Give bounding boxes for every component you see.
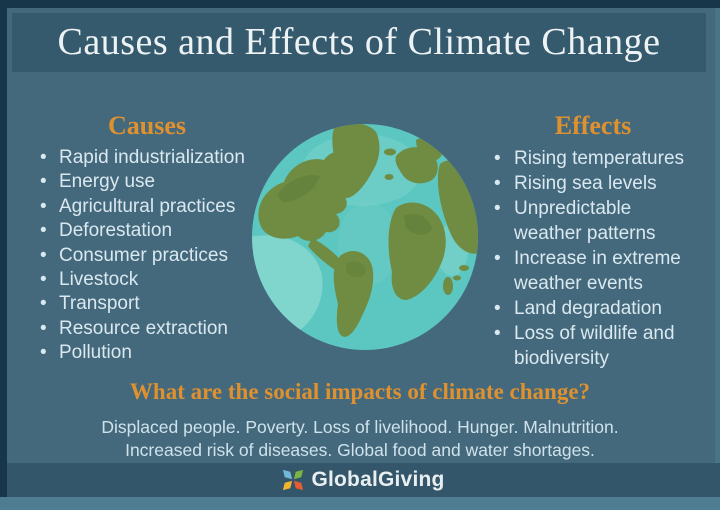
- causes-heading: Causes: [107, 111, 186, 140]
- list-item: • Livestock: [28, 268, 266, 292]
- globalgiving-pinwheel-icon: [282, 469, 304, 491]
- causes-section: Causes • Rapid industrialization • Energy …: [28, 110, 266, 366]
- list-item-label: Rising temperatures: [514, 148, 685, 169]
- bullet-dot: •: [494, 323, 501, 344]
- list-item-label: Deforestation: [59, 220, 173, 242]
- bullet-dot: •: [494, 198, 501, 219]
- list-item: • Resource extraction: [28, 317, 266, 341]
- list-item: • Rising temperatures: [482, 146, 704, 171]
- list-item-label: Unpredictable weather patterns: [514, 198, 656, 244]
- social-impacts-text: Displaced people. Poverty. Loss of livel…: [0, 416, 720, 462]
- footer-band: GlobalGiving: [7, 463, 720, 497]
- list-item: • Pollution: [28, 341, 266, 365]
- impacts-line-1: Displaced people. Poverty. Loss of livel…: [101, 417, 619, 437]
- list-item-label: Pollution: [59, 342, 132, 364]
- brand-name: GlobalGiving: [311, 468, 445, 491]
- frame-top-border: [0, 0, 720, 8]
- bullet-dot: •: [40, 269, 47, 291]
- list-item: • Deforestation: [28, 219, 266, 243]
- list-item-label: Livestock: [59, 269, 139, 291]
- list-item: • Transport: [28, 292, 266, 316]
- list-item: • Unpredictable weather patterns: [482, 196, 704, 246]
- list-item-label: Land degradation: [514, 298, 662, 319]
- list-item: • Land degradation: [482, 296, 704, 321]
- frame-bottom-border: [0, 497, 720, 510]
- bullet-dot: •: [494, 148, 501, 169]
- list-item-label: Agricultural practices: [59, 195, 236, 217]
- frame-right-border: [715, 8, 720, 510]
- list-item-label: Rising sea levels: [514, 173, 657, 194]
- globe-illustration: [250, 122, 480, 352]
- effects-section: Effects • Rising temperatures • Rising sea…: [482, 110, 704, 371]
- bullet-dot: •: [494, 298, 501, 319]
- frame-left-border: [0, 8, 7, 497]
- bullet-dot: •: [40, 195, 47, 217]
- bullet-dot: •: [40, 244, 47, 266]
- bullet-dot: •: [40, 147, 47, 168]
- impacts-line-2: Increased risk of diseases. Global food …: [125, 440, 595, 460]
- bullet-dot: •: [40, 317, 47, 339]
- list-item: • Rising sea levels: [482, 171, 704, 196]
- causes-list: • Rapid industrialization • Energy use • Ag…: [28, 146, 266, 366]
- list-item-label: Loss of wildlife and biodiversity: [514, 323, 675, 369]
- list-item-label: Energy use: [59, 171, 156, 193]
- bullet-dot: •: [494, 248, 501, 269]
- bullet-dot: •: [40, 293, 47, 315]
- list-item: • Loss of wildlife and biodiversity: [482, 321, 704, 371]
- list-item-label: Rapid industrialization: [59, 147, 245, 168]
- list-item-label: Transport: [59, 293, 140, 315]
- effects-heading: Effects: [554, 111, 632, 140]
- list-item: • Agricultural practices: [28, 195, 266, 219]
- list-item-label: Consumer practices: [59, 244, 228, 266]
- social-impacts-question: What are the social impacts of climate c…: [129, 379, 591, 404]
- list-item-label: Resource extraction: [59, 317, 228, 339]
- bullet-dot: •: [494, 173, 501, 194]
- globe-icon: [252, 124, 478, 350]
- poster-title: Causes and Effects of Climate Change: [57, 21, 661, 63]
- list-item: • Energy use: [28, 170, 266, 194]
- bullet-dot: •: [40, 171, 47, 193]
- list-item: • Consumer practices: [28, 244, 266, 268]
- list-item: • Increase in extreme weather events: [482, 246, 704, 296]
- list-item: • Rapid industrialization: [28, 146, 266, 170]
- bullet-dot: •: [40, 342, 47, 364]
- list-item-label: Increase in extreme weather events: [514, 248, 681, 294]
- bullet-dot: •: [40, 220, 47, 242]
- effects-list: • Rising temperatures • Rising sea levels …: [482, 146, 704, 371]
- title-band: Causes and Effects of Climate Change: [12, 13, 706, 72]
